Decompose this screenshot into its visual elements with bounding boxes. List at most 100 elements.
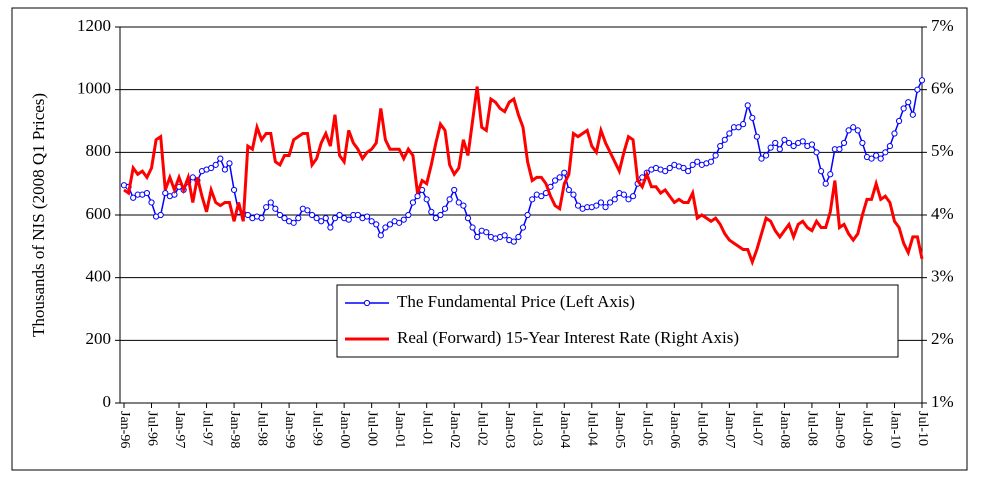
x-tick-label: Jul-05 bbox=[640, 411, 655, 446]
data-point bbox=[538, 193, 545, 200]
data-point bbox=[460, 202, 467, 209]
data-point bbox=[785, 139, 793, 147]
data-point bbox=[918, 77, 926, 84]
data-point bbox=[822, 180, 829, 187]
data-point bbox=[368, 218, 375, 225]
data-point bbox=[565, 186, 572, 194]
data-point bbox=[272, 205, 279, 212]
x-tick-label: Jan-99 bbox=[282, 411, 297, 448]
data-point bbox=[905, 99, 912, 106]
data-point bbox=[318, 218, 325, 225]
y-tick-label: 200 bbox=[86, 329, 112, 348]
data-point bbox=[602, 204, 609, 211]
x-tick-label: Jan-08 bbox=[777, 411, 792, 448]
data-point bbox=[629, 193, 637, 200]
data-point bbox=[377, 232, 384, 239]
x-tick-label: Jan-97 bbox=[172, 411, 187, 448]
data-point bbox=[685, 168, 692, 175]
data-point bbox=[281, 215, 288, 222]
data-point bbox=[441, 205, 449, 212]
data-point bbox=[574, 202, 582, 209]
data-point bbox=[148, 199, 155, 206]
data-point bbox=[354, 211, 361, 219]
data-point bbox=[130, 194, 137, 201]
x-tick-label: Jan-96 bbox=[117, 411, 132, 448]
data-point bbox=[455, 199, 462, 206]
data-point bbox=[423, 196, 430, 203]
legend-box bbox=[336, 284, 899, 358]
data-point bbox=[859, 139, 866, 147]
data-point bbox=[157, 211, 164, 219]
data-point bbox=[244, 211, 251, 219]
x-tick-label: Jan-10 bbox=[887, 411, 902, 448]
data-point bbox=[735, 124, 742, 131]
x-tick-label: Jul-09 bbox=[860, 411, 875, 446]
x-tick-label: Jan-00 bbox=[337, 411, 352, 448]
legend-marker bbox=[363, 299, 371, 307]
y-tick-label: 400 bbox=[86, 267, 112, 286]
data-point bbox=[276, 211, 284, 219]
data-point bbox=[432, 215, 439, 222]
legend-label: The Fundamental Price (Left Axis) bbox=[397, 292, 635, 311]
data-point bbox=[322, 215, 329, 222]
data-point bbox=[529, 196, 536, 203]
data-point bbox=[258, 215, 265, 222]
data-point bbox=[909, 111, 916, 118]
data-point bbox=[313, 215, 320, 222]
y-tick-label: 0 bbox=[103, 392, 112, 411]
x-tick-label: Jul-06 bbox=[695, 411, 710, 446]
data-point bbox=[707, 158, 715, 165]
data-point bbox=[914, 86, 921, 93]
data-point bbox=[519, 224, 527, 231]
data-point bbox=[474, 233, 481, 241]
data-point bbox=[217, 155, 224, 162]
data-point bbox=[230, 186, 238, 194]
x-tick-label: Jan-09 bbox=[832, 411, 847, 448]
data-point bbox=[680, 164, 687, 172]
y2-tick-label: 1% bbox=[931, 392, 954, 411]
x-tick-label: Jul-01 bbox=[419, 411, 434, 446]
data-point bbox=[386, 221, 394, 228]
data-point bbox=[607, 199, 614, 206]
data-point bbox=[263, 204, 270, 211]
data-point bbox=[662, 168, 669, 175]
x-tick-label: Jul-08 bbox=[805, 411, 820, 446]
data-point bbox=[451, 186, 458, 194]
data-point bbox=[666, 164, 673, 172]
data-point bbox=[753, 133, 760, 140]
data-point bbox=[483, 229, 490, 236]
data-point bbox=[799, 138, 806, 145]
data-point bbox=[808, 141, 816, 148]
data-point bbox=[561, 169, 568, 176]
data-point bbox=[409, 199, 417, 206]
data-point bbox=[597, 199, 605, 206]
x-tick-label: Jul-02 bbox=[475, 411, 490, 446]
data-point bbox=[363, 213, 371, 220]
data-point bbox=[295, 215, 302, 222]
data-point bbox=[712, 152, 719, 159]
data-point bbox=[900, 105, 907, 112]
x-tick-label: Jan-98 bbox=[227, 411, 242, 448]
data-point bbox=[689, 161, 696, 168]
data-point bbox=[762, 152, 770, 159]
data-point bbox=[836, 146, 843, 153]
data-point bbox=[850, 124, 857, 131]
y2-tick-label: 6% bbox=[931, 79, 954, 98]
data-point bbox=[212, 161, 219, 168]
data-point bbox=[717, 142, 724, 150]
data-point bbox=[308, 211, 316, 219]
y2-tick-label: 7% bbox=[931, 16, 954, 35]
y2-tick-label: 4% bbox=[931, 204, 954, 223]
data-point bbox=[868, 155, 875, 162]
plot-area bbox=[119, 26, 923, 404]
data-point bbox=[162, 189, 169, 197]
data-point bbox=[552, 177, 559, 184]
x-tick-label: Jul-96 bbox=[144, 411, 159, 446]
data-point bbox=[758, 155, 765, 162]
series-line bbox=[123, 86, 924, 267]
data-point bbox=[882, 149, 889, 156]
data-point bbox=[744, 102, 751, 109]
data-point bbox=[510, 238, 517, 245]
x-tick-label: Jul-97 bbox=[199, 411, 214, 446]
